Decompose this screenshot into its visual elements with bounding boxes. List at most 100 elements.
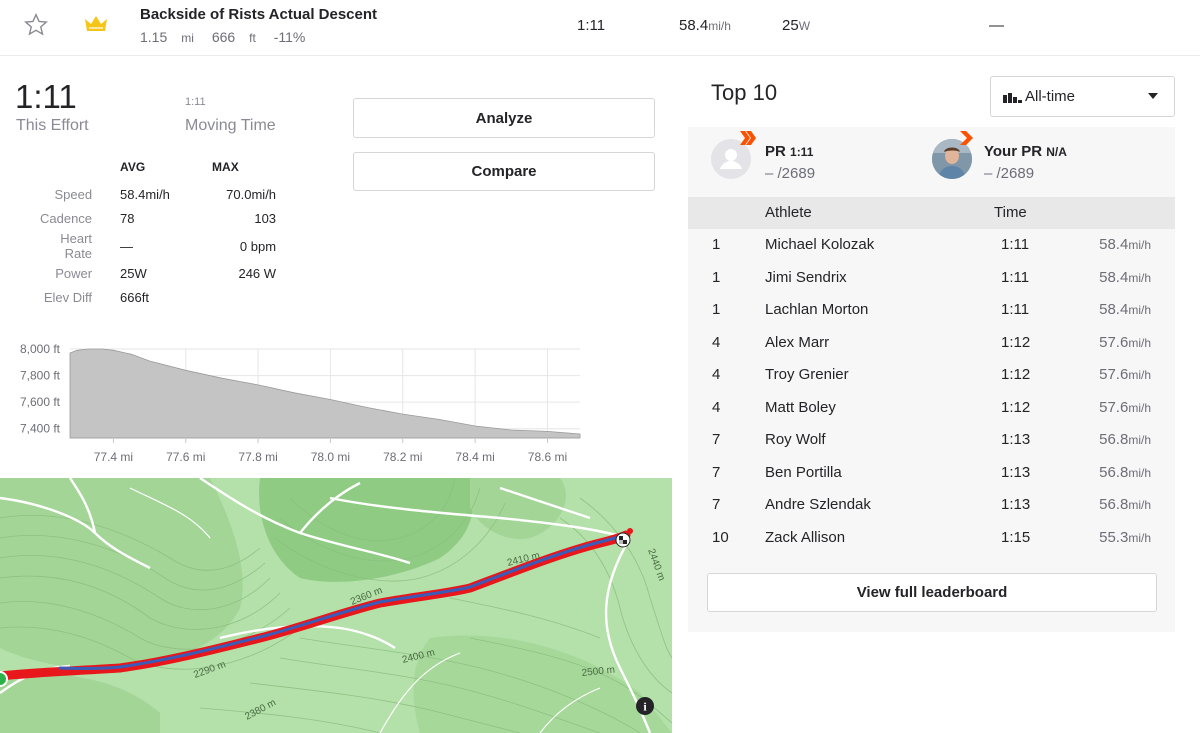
athlete-name-link[interactable]: Michael Kolozak	[765, 236, 875, 253]
stat-row-power: Power 25W 246 W	[55, 265, 277, 281]
effort-time: 1:12	[1001, 398, 1031, 416]
effort-time: 1:13	[1001, 431, 1031, 448]
leaderboard-row[interactable]: 1 Lachlan Morton 1:11 58.4mi/h	[688, 294, 1175, 327]
pr-chevrons-icon	[740, 131, 756, 145]
x-tick-label: 77.4 mi	[94, 450, 133, 464]
athlete-name-link[interactable]: Alex Marr	[765, 333, 830, 351]
rank: 1	[712, 301, 721, 318]
leaderboard-title: Top 10	[711, 80, 778, 105]
rank: 1	[712, 268, 721, 286]
compare-button[interactable]: Compare	[353, 152, 655, 191]
effort-speed: 58.4mi/h	[1099, 268, 1151, 286]
athlete-name-link[interactable]: Matt Boley	[765, 398, 836, 416]
view-full-leaderboard-button[interactable]: View full leaderboard	[707, 573, 1157, 612]
map-paths	[129, 487, 601, 733]
leaderboard-row[interactable]: 4 Alex Marr 1:12 57.6mi/h	[688, 327, 1175, 360]
athlete-photo-icon	[932, 139, 972, 179]
crown-icon	[85, 16, 107, 31]
pr-rank: – /2689	[765, 165, 816, 182]
segment-grade: -11%	[273, 29, 306, 45]
leaderboard-row[interactable]: 4 Troy Grenier 1:12 57.6mi/h	[688, 359, 1175, 392]
your-pr-label: Your PR N/A	[984, 143, 1067, 160]
x-tick-label: 78.6 mi	[528, 450, 567, 464]
rank: 10	[712, 528, 729, 546]
x-tick-label: 78.4 mi	[455, 450, 494, 464]
y-tick-label: 7,800 ft	[20, 369, 61, 383]
effort-time-label: This Effort	[16, 117, 89, 134]
athlete-name-link[interactable]: Ben Portilla	[765, 463, 842, 481]
info-icon: i	[636, 697, 654, 715]
x-tick-label: 78.0 mi	[311, 450, 350, 464]
user-icon	[720, 149, 742, 169]
filter-selected-value: All-time	[1025, 88, 1076, 105]
leaderboard-row[interactable]: 1 Michael Kolozak 1:11 58.4mi/h	[688, 229, 1175, 262]
leaderboard-row[interactable]: 10 Zack Allison 1:15 55.3mi/h	[688, 522, 1175, 555]
leaderboard-row[interactable]: 7 Ben Portilla 1:13 56.8mi/h	[688, 457, 1175, 490]
athlete-name-link[interactable]: Roy Wolf	[765, 431, 826, 448]
rank: 4	[712, 366, 721, 383]
effort-time: 1:12	[1001, 333, 1031, 351]
map-contours	[0, 478, 672, 733]
stat-row-cadence: Cadence 78 103	[40, 211, 277, 227]
col-athlete: Athlete	[765, 204, 812, 221]
athlete-name-link[interactable]: Andre Szlendak	[765, 496, 871, 513]
effort-time: 1:11	[1001, 268, 1030, 286]
analyze-button[interactable]: Analyze	[353, 98, 655, 138]
rank: 7	[712, 463, 721, 481]
your-pr-chevron-icon	[960, 131, 973, 145]
athlete-name-link[interactable]: Zack Allison	[765, 528, 846, 546]
segment-time: 1:11	[577, 17, 606, 34]
segment-title[interactable]: Backside of Rists Actual Descent	[140, 6, 378, 23]
effort-stats-table: AVG MAX Speed 58.4mi/h 70.0mi/h Cadence 78 1…	[40, 160, 276, 310]
leaderboard-row[interactable]: 1 Jimi Sendrix 1:11 58.4mi/h	[688, 262, 1175, 295]
chevron-down-icon	[1148, 93, 1158, 99]
leaderboard-filter-select[interactable]: All-time	[990, 76, 1175, 117]
y-tick-label: 7,600 ft	[20, 395, 61, 409]
elevation-chart[interactable]: 8,000 ft 7,800 ft 7,600 ft 7,400 ft 77.4 mi…	[0, 340, 600, 470]
effort-track-line	[58, 534, 624, 670]
y-tick-label: 8,000 ft	[20, 342, 61, 356]
moving-time-label: Moving Time	[185, 117, 276, 134]
effort-speed: 57.6mi/h	[1099, 398, 1151, 416]
effort-time: 1:12	[1001, 366, 1031, 383]
segment-extra: —	[989, 17, 1004, 34]
effort-speed: 57.6mi/h	[1099, 333, 1151, 351]
leaderboard-row[interactable]: 7 Roy Wolf 1:13 56.8mi/h	[688, 424, 1175, 457]
x-tick-label: 78.2 mi	[383, 450, 422, 464]
finish-flag-icon	[615, 532, 631, 548]
elevation-y-ticks: 8,000 ft 7,800 ft 7,600 ft 7,400 ft	[20, 342, 61, 436]
stat-row-elev-diff: Elev Diff 666ft	[43, 290, 149, 306]
your-pr-rank: – /2689	[984, 165, 1035, 182]
leaderboard-row[interactable]: 7 Andre Szlendak 1:13 56.8mi/h	[688, 489, 1175, 522]
effort-time: 1:15	[1001, 528, 1031, 546]
athlete-name-link[interactable]: Troy Grenier	[765, 366, 849, 383]
star-icon[interactable]	[23, 12, 49, 38]
athlete-name-link[interactable]: Lachlan Morton	[765, 301, 869, 318]
elevation-area	[69, 348, 581, 439]
effort-speed: 56.8mi/h	[1099, 431, 1151, 448]
effort-speed: 58.4mi/h	[1099, 301, 1151, 318]
leaderboard-row[interactable]: 4 Matt Boley 1:12 57.6mi/h	[688, 392, 1175, 425]
segment-stats: 1.15 mi 666 ft -11%	[140, 29, 319, 45]
svg-text:i: i	[643, 700, 647, 714]
contour-label-2500: 2500 m	[581, 665, 615, 679]
y-tick-label: 7,400 ft	[20, 422, 61, 436]
pr-label: PR 1:11	[765, 143, 814, 160]
route-map[interactable]: 2410 m 2360 m 2290 m 2400 m 2380 m 2500 …	[0, 478, 672, 733]
rank: 4	[712, 333, 721, 351]
effort-speed: 56.8mi/h	[1099, 463, 1151, 481]
segment-row[interactable]: Backside of Rists Actual Descent 1.15 mi …	[0, 0, 1200, 56]
avg-header: AVG	[120, 160, 146, 174]
map-canvas[interactable]: 2410 m 2360 m 2290 m 2400 m 2380 m 2500 …	[0, 478, 672, 733]
leaderboard-header: Athlete Time	[688, 197, 1175, 229]
effort-time: 1:11	[1001, 236, 1030, 253]
elevation-x-ticks: 77.4 mi 77.6 mi 77.8 mi 78.0 mi 78.2 mi 78.4 …	[94, 438, 567, 464]
athlete-name-link[interactable]: Jimi Sendrix	[765, 268, 847, 286]
effort-time: 1:11	[1001, 301, 1030, 318]
segment-distance: 1.15 mi	[140, 29, 194, 45]
effort-time: 1:11	[15, 78, 77, 115]
effort-time: 1:13	[1001, 496, 1031, 513]
bar-chart-icon	[1003, 92, 1022, 103]
effort-speed: 57.6mi/h	[1099, 366, 1151, 383]
x-tick-label: 77.8 mi	[238, 450, 277, 464]
